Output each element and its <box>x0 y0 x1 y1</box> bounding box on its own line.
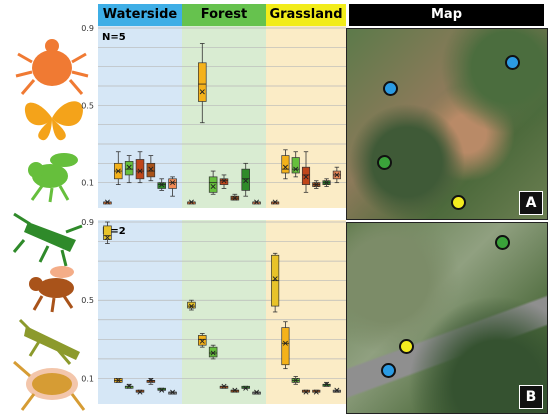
box <box>135 159 145 180</box>
box-mean-marker <box>324 381 330 387</box>
box-mean-marker <box>282 164 288 170</box>
map-a: A <box>346 28 548 220</box>
box <box>187 301 196 309</box>
box <box>103 225 112 240</box>
y-tick-label: 0.1 <box>81 374 94 383</box>
map-b: B <box>346 222 548 414</box>
box-mean-marker <box>188 303 194 309</box>
box-mean-marker <box>159 387 165 393</box>
box-mean-marker <box>137 168 143 174</box>
box <box>291 157 300 174</box>
site-marker-green <box>377 155 392 170</box>
box <box>168 178 177 189</box>
y-tick-label: 0.1 <box>81 179 94 188</box>
box <box>198 335 207 346</box>
panel-background <box>266 220 346 404</box>
beetle-icon <box>15 39 89 95</box>
box-mean-marker <box>170 389 176 395</box>
box-mean-marker <box>293 166 299 172</box>
grasshopper-icon <box>18 318 80 365</box>
box <box>281 327 290 366</box>
site-marker-yellow <box>399 339 414 354</box>
site-marker-blue <box>505 55 520 70</box>
box-mean-marker <box>272 199 278 205</box>
box-mean-marker <box>334 172 340 178</box>
panel-label: N=2 <box>102 226 126 237</box>
box-mean-marker <box>210 184 216 190</box>
box-mean-marker <box>282 340 288 346</box>
site-marker-yellow <box>451 195 466 210</box>
y-tick-label: 0.9 <box>81 218 94 227</box>
box-mean-marker <box>115 377 121 383</box>
box-mean-marker <box>170 180 176 186</box>
fly-icon <box>28 153 78 203</box>
box-mean-marker <box>159 182 165 188</box>
site-marker-blue <box>381 363 396 378</box>
panel-background <box>182 220 266 404</box>
box-mean-marker <box>303 174 309 180</box>
box <box>124 161 134 176</box>
box-mean-marker <box>126 383 132 389</box>
y-tick-label: 0.9 <box>81 24 94 33</box>
box-mean-marker <box>334 387 340 393</box>
box-mean-marker <box>232 195 238 201</box>
box-mean-marker <box>115 168 121 174</box>
header-forest: Forest <box>182 4 266 26</box>
panel-label: N=5 <box>102 32 126 43</box>
box-mean-marker <box>293 377 299 383</box>
bee-icon <box>29 266 74 313</box>
bug-icon <box>12 212 83 267</box>
box <box>219 178 229 185</box>
box-mean-marker <box>221 178 227 184</box>
map-b-label: B <box>519 385 543 409</box>
box-mean-marker <box>243 385 249 391</box>
box-mean-marker <box>243 178 249 184</box>
box-mean-marker <box>104 235 110 241</box>
box-mean-marker <box>324 180 330 186</box>
box-mean-marker <box>254 389 260 395</box>
box <box>208 346 218 358</box>
box-mean-marker <box>199 89 205 95</box>
panel-background <box>98 220 182 404</box>
box-mean-marker <box>303 389 309 395</box>
box-mean-marker <box>210 350 216 356</box>
box-mean-marker <box>148 377 154 383</box>
box <box>301 166 311 185</box>
box-mean-marker <box>254 199 260 205</box>
box-mean-marker <box>188 199 194 205</box>
header-waterside: Waterside <box>98 4 182 26</box>
box-mean-marker <box>221 383 227 389</box>
box-mean-marker <box>313 389 319 395</box>
box <box>157 182 166 189</box>
y-tick-label: 0.5 <box>81 296 94 305</box>
box <box>241 168 250 191</box>
box <box>198 62 207 102</box>
site-marker-blue <box>383 81 398 96</box>
box-mean-marker <box>232 387 238 393</box>
box <box>281 155 290 174</box>
box-mean-marker <box>272 276 278 282</box>
box-mean-marker <box>126 164 132 170</box>
header-grassland: Grassland <box>266 4 346 26</box>
map-a-label: A <box>519 191 543 215</box>
box-mean-marker <box>313 182 319 188</box>
header-map: Map <box>349 4 544 26</box>
y-tick-label: 0.5 <box>81 101 94 110</box>
box-mean-marker <box>148 166 154 172</box>
box <box>208 176 218 193</box>
cockroach-icon <box>13 360 86 411</box>
butterfly-icon <box>24 101 83 141</box>
box <box>146 162 156 178</box>
box-mean-marker <box>199 338 205 344</box>
insect-icons <box>12 39 89 411</box>
box-mean-marker <box>104 199 110 205</box>
box-mean-marker <box>137 389 143 395</box>
site-marker-green <box>495 235 510 250</box>
